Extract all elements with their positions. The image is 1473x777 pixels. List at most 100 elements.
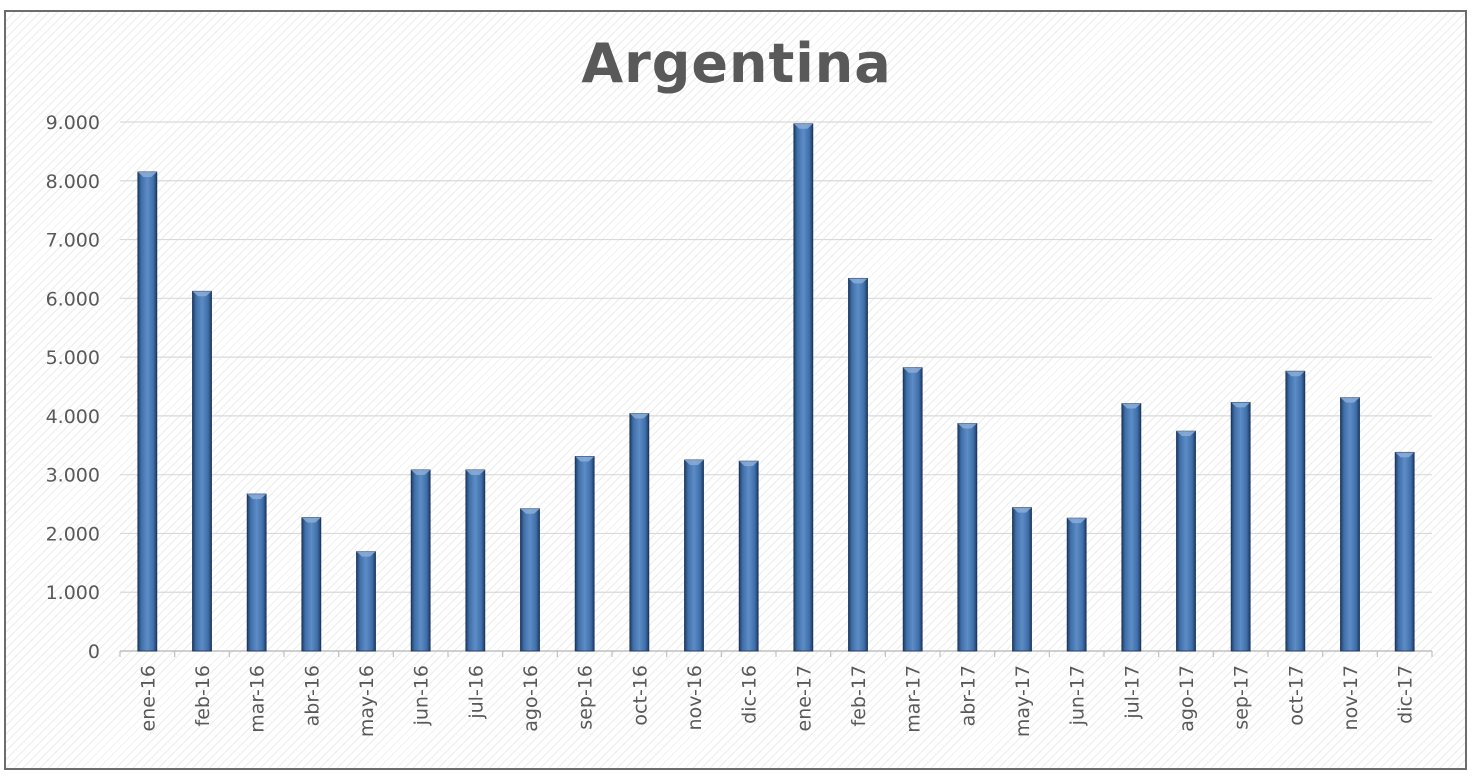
bar [1121, 403, 1142, 652]
bar [574, 456, 595, 652]
bar-bevel [1067, 518, 1087, 524]
bar-body [1176, 430, 1196, 652]
bar-bevel [1340, 397, 1360, 403]
bar-body [1230, 401, 1251, 652]
bar-body [684, 459, 704, 652]
y-tick-label: 8.000 [46, 171, 100, 193]
bar-body [1012, 507, 1032, 652]
bar [246, 493, 267, 652]
x-tick-label: feb-16 [192, 665, 214, 726]
x-tick-label: dic-16 [739, 665, 761, 724]
bar [192, 290, 212, 652]
bar-body [1340, 397, 1360, 652]
bar-bevel [137, 171, 157, 177]
bar-body [574, 456, 595, 652]
bar [410, 469, 431, 652]
bar-bevel [1121, 403, 1141, 409]
bar-bevel [465, 469, 485, 475]
bar [465, 469, 486, 652]
bar-body [301, 517, 322, 652]
bar-bevel [1395, 452, 1415, 458]
x-tick-label: mar-17 [903, 665, 925, 733]
bar [793, 123, 814, 652]
x-axis-ticks: ene-16 feb-16 mar-16 abr-16 may-16 jun-16 jul-… [137, 665, 1416, 737]
x-tick-label: jul-16 [465, 665, 487, 720]
x-tick-label: jun-17 [1067, 665, 1089, 726]
bar-body [793, 123, 814, 652]
x-tick-label: dic-17 [1395, 665, 1417, 724]
bar-bevel [575, 456, 595, 462]
bar-body [465, 469, 486, 652]
x-tick-label: mar-16 [247, 665, 269, 733]
bar-bevel [1231, 402, 1251, 408]
bar-body [629, 413, 650, 652]
bar [629, 413, 650, 652]
bar [1012, 507, 1032, 652]
x-tick-label: may-16 [356, 665, 378, 737]
chart-title: Argentina [581, 32, 892, 95]
bar-bevel [629, 413, 649, 419]
bar [520, 508, 540, 652]
bar-body [137, 171, 158, 652]
bar [301, 517, 322, 652]
x-tick-label: ene-17 [793, 665, 815, 731]
x-tick-label: nov-17 [1340, 665, 1362, 730]
bars [137, 123, 1415, 652]
y-tick-label: 6.000 [46, 288, 100, 310]
x-tick-label: oct-16 [629, 665, 651, 726]
y-tick-label: 5.000 [46, 347, 100, 369]
bar-bevel [1176, 431, 1196, 437]
bar-bevel [356, 551, 376, 557]
bar-body [1394, 451, 1415, 652]
x-tick-label: sep-16 [575, 665, 597, 730]
bar-body [410, 469, 431, 652]
bar-bevel [903, 367, 923, 373]
x-tick-label: jun-16 [411, 665, 433, 726]
x-tick-label: feb-17 [848, 665, 870, 726]
bar [1176, 430, 1196, 652]
bar [356, 551, 376, 652]
bar [137, 171, 158, 652]
bar [902, 367, 923, 652]
bar [1285, 370, 1306, 652]
x-tick-label: ago-16 [520, 665, 542, 732]
x-tick-label: ago-17 [1176, 665, 1198, 732]
bar-body [1285, 370, 1306, 652]
bar [957, 423, 978, 652]
y-tick-label: 3.000 [46, 465, 100, 487]
x-tick-label: abr-17 [957, 665, 979, 726]
x-tick-label: ene-16 [137, 665, 159, 731]
x-tick-label: abr-16 [301, 665, 323, 726]
bar-body [1066, 517, 1087, 652]
y-tick-label: 1.000 [46, 582, 100, 604]
x-tick-label: nov-16 [684, 665, 706, 730]
x-tick-label: jul-17 [1121, 665, 1143, 720]
bar-bevel [1285, 371, 1305, 377]
bar-bevel [957, 423, 977, 429]
y-tick-label: 0 [88, 641, 100, 663]
bar [848, 277, 868, 652]
bar-body [902, 367, 923, 652]
bar-bevel [411, 469, 431, 475]
bar-bevel [739, 461, 759, 467]
bar-bevel [848, 278, 868, 284]
bar-bevel [301, 517, 321, 523]
bar-body [356, 551, 376, 652]
bar-body [738, 460, 759, 652]
bar-body [192, 290, 212, 652]
bar-bevel [1012, 507, 1032, 513]
y-tick-label: 4.000 [46, 406, 100, 428]
y-tick-label: 7.000 [46, 230, 100, 252]
bar-bevel [684, 459, 704, 465]
y-tick-label: 2.000 [46, 523, 100, 545]
y-axis-ticks: 0 1.000 2.000 3.000 4.000 5.000 6.000 7.000 8.00… [46, 112, 100, 663]
bar [1340, 397, 1360, 652]
bar-bevel [520, 508, 540, 514]
x-tick-label: may-17 [1012, 665, 1034, 737]
bar-bevel [192, 291, 212, 297]
bar-bevel [793, 123, 813, 129]
bar-bevel [247, 494, 267, 500]
bar-body [957, 423, 978, 652]
bar-body [246, 493, 267, 652]
